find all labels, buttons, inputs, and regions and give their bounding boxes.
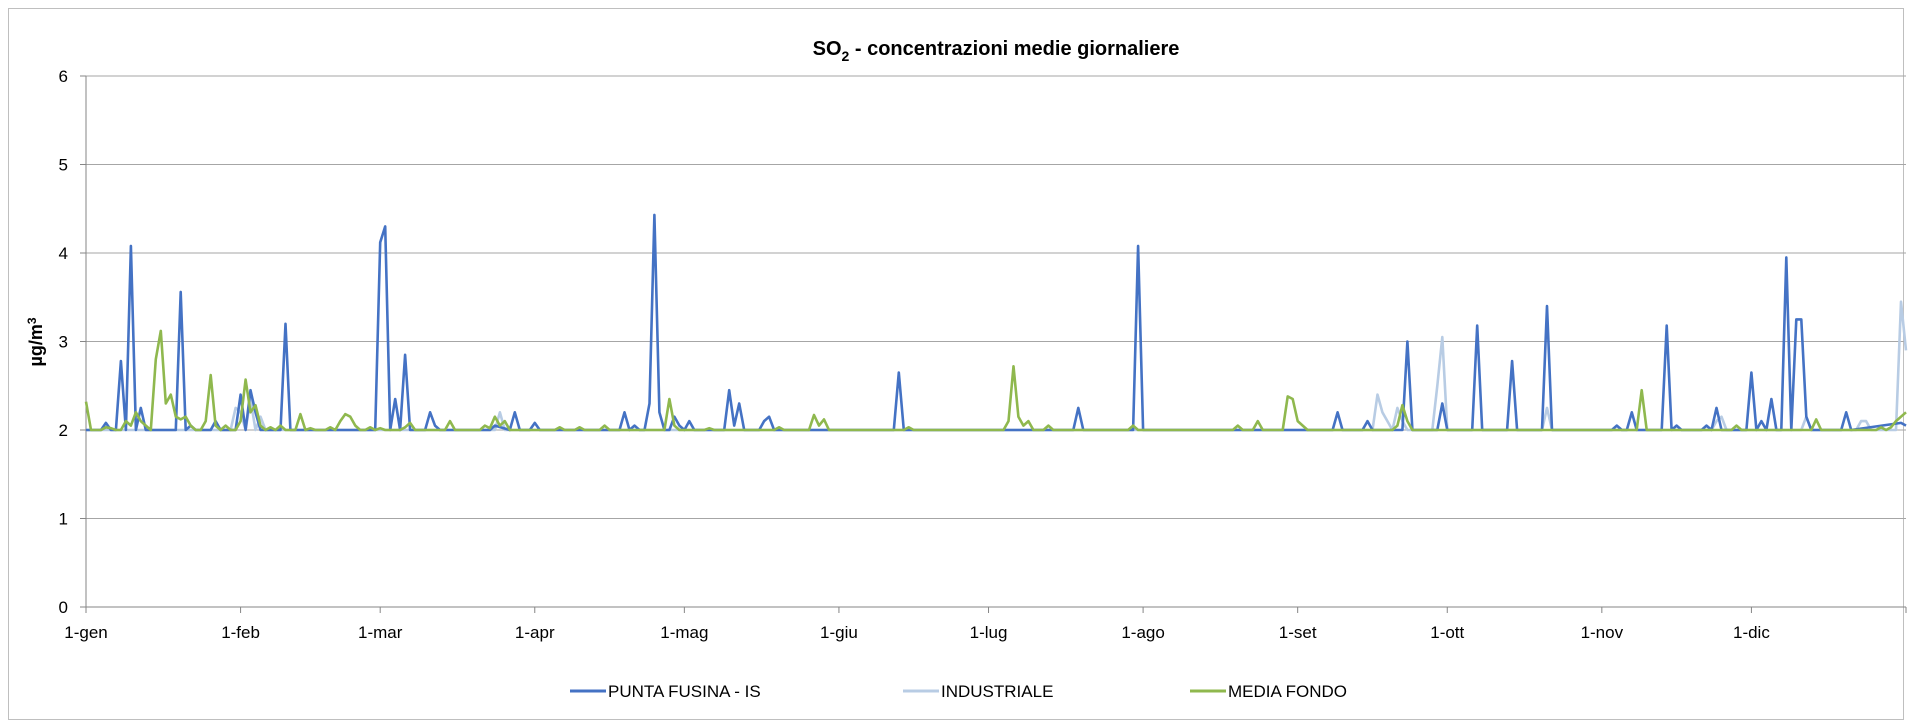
series-line-2 (84, 329, 1907, 432)
axes (85, 76, 1906, 608)
series-lines (84, 213, 1908, 432)
y-tick-0: 0 (59, 598, 68, 617)
x-tick-1-ago: 1-ago (1121, 623, 1164, 642)
y-tick-labels: 0 1 2 3 4 5 6 (59, 67, 86, 617)
legend: PUNTA FUSINA - IS INDUSTRIALE MEDIA FONDO (570, 682, 1347, 701)
y-tick-6: 6 (59, 67, 68, 86)
legend-label-1: INDUSTRIALE (941, 682, 1053, 701)
x-tick-1-set: 1-set (1279, 623, 1317, 642)
chart-title: SO2 - concentrazioni medie giornaliere (813, 38, 1180, 64)
chart-frame (8, 8, 1904, 720)
x-tick-1-mag: 1-mag (660, 623, 708, 642)
legend-label-2: MEDIA FONDO (1228, 682, 1347, 701)
legend-label-0: PUNTA FUSINA - IS (608, 682, 761, 701)
x-tick-labels: 1-gen 1-feb 1-mar 1-apr 1-mag 1-giu 1-lug 1-ago… (64, 607, 1907, 642)
x-tick-1-giu: 1-giu (820, 623, 858, 642)
series-line-0 (86, 213, 1907, 432)
x-tick-1-lug: 1-lug (970, 623, 1008, 642)
series-line-1 (86, 300, 1908, 432)
y-tick-4: 4 (59, 244, 68, 263)
y-axis-label: µg/m3 (25, 317, 46, 366)
y-tick-3: 3 (59, 333, 68, 352)
x-tick-1-nov: 1-nov (1581, 623, 1624, 642)
x-tick-1-feb: 1-feb (221, 623, 260, 642)
x-tick-1-dic: 1-dic (1733, 623, 1770, 642)
x-tick-1-ott: 1-ott (1430, 623, 1464, 642)
y-tick-1: 1 (59, 510, 68, 529)
x-tick-1-mar: 1-mar (358, 623, 403, 642)
x-tick-1-apr: 1-apr (515, 623, 555, 642)
gridlines (86, 75, 1906, 519)
y-tick-2: 2 (59, 421, 68, 440)
y-tick-5: 5 (59, 156, 68, 175)
x-tick-1-gen: 1-gen (64, 623, 107, 642)
